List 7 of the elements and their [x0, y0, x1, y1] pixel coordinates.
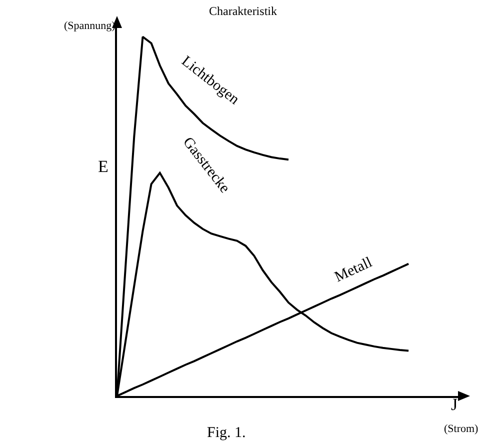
text: Metall	[332, 254, 375, 286]
text: (Strom)	[444, 423, 479, 435]
caption: Fig. 1.	[207, 425, 246, 441]
text: (Spannung)	[64, 20, 116, 32]
x-axis-title: J	[451, 395, 458, 414]
chart-title: Charakteristik	[209, 4, 277, 18]
y-axis-title: E	[98, 157, 108, 176]
